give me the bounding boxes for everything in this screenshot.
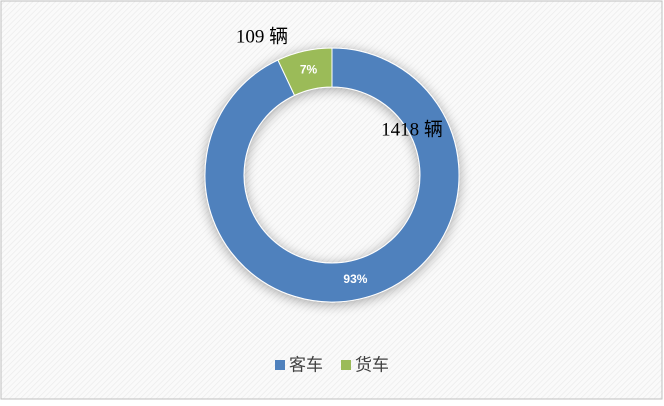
data-label: 7% xyxy=(300,62,318,76)
slice xyxy=(277,47,333,97)
legend-label: 客车 xyxy=(289,355,323,374)
annotation: 1418 辆 xyxy=(381,118,443,140)
annotation: 109 辆 xyxy=(236,25,288,47)
legend-swatch xyxy=(341,360,351,370)
slice xyxy=(204,47,460,303)
donut xyxy=(204,47,460,303)
legend-label: 货车 xyxy=(355,355,389,374)
legend-swatch xyxy=(275,360,285,370)
data-label: 93% xyxy=(343,272,367,286)
